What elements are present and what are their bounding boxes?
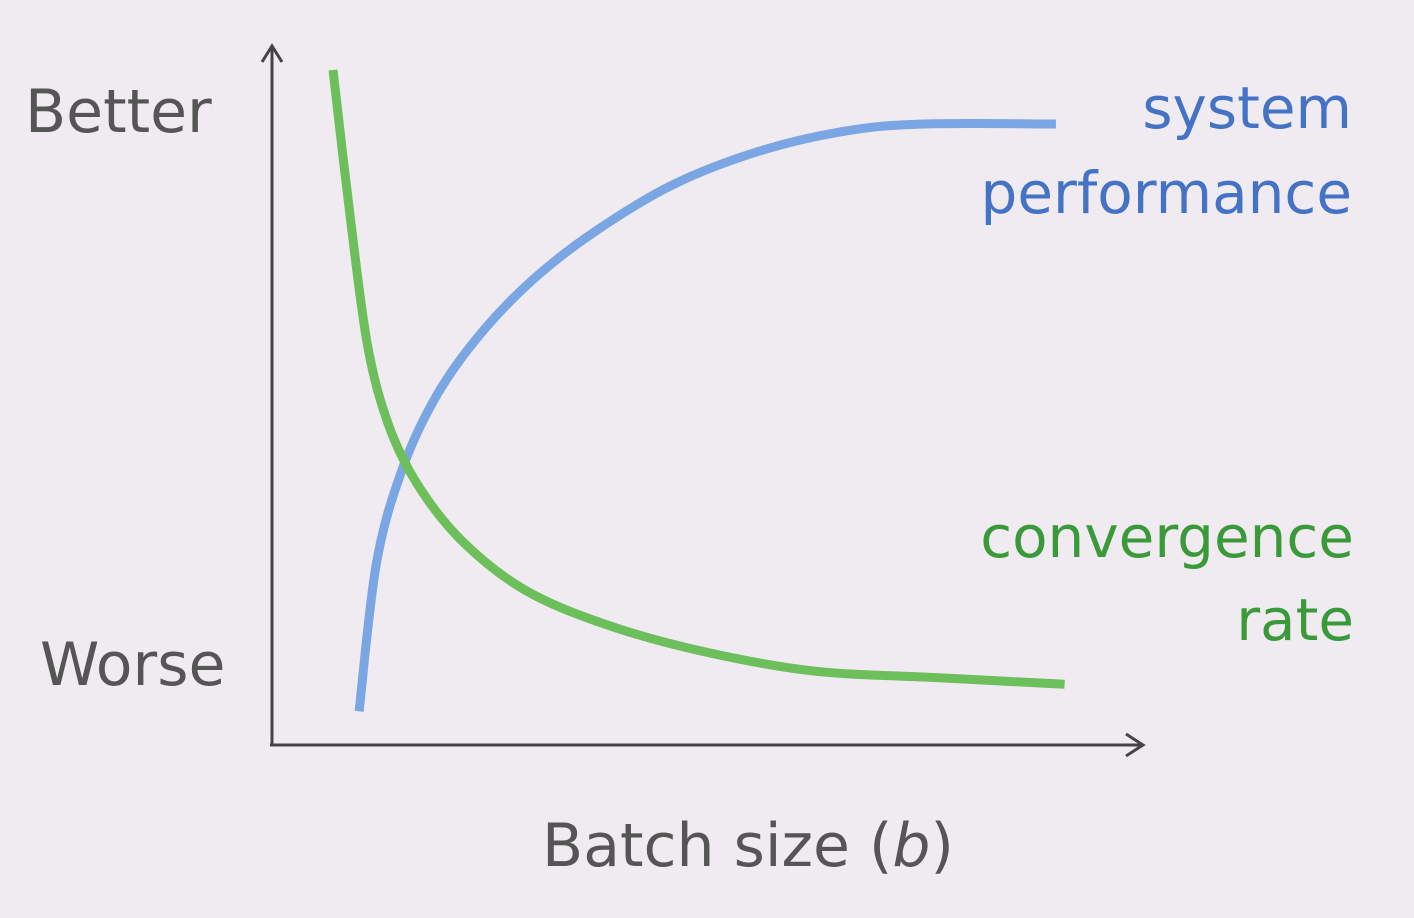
- x-axis-label: Batch size (b): [542, 811, 954, 881]
- x-axis-label-var: b: [892, 811, 930, 881]
- legend-convergence-line1: convergence: [980, 503, 1354, 571]
- series-layer: [328, 69, 1065, 712]
- x-axis-label-close: ): [931, 811, 954, 881]
- x-axis-arrow: [1125, 732, 1146, 758]
- y-axis-arrow: [260, 43, 284, 63]
- legend-convergence-line2: rate: [1236, 586, 1354, 654]
- legend-layer: system performance convergence rate: [980, 74, 1354, 654]
- x-axis-label-main: Batch size (: [542, 811, 892, 881]
- series-convergence-rate-line: [328, 69, 1065, 689]
- y-label-better: Better: [25, 77, 212, 147]
- legend-system-line1: system: [1142, 74, 1352, 142]
- series-system-performance-line: [354, 119, 1056, 712]
- axes: [260, 43, 1146, 758]
- legend-system-line2: performance: [981, 159, 1352, 227]
- y-label-worse: Worse: [40, 630, 225, 700]
